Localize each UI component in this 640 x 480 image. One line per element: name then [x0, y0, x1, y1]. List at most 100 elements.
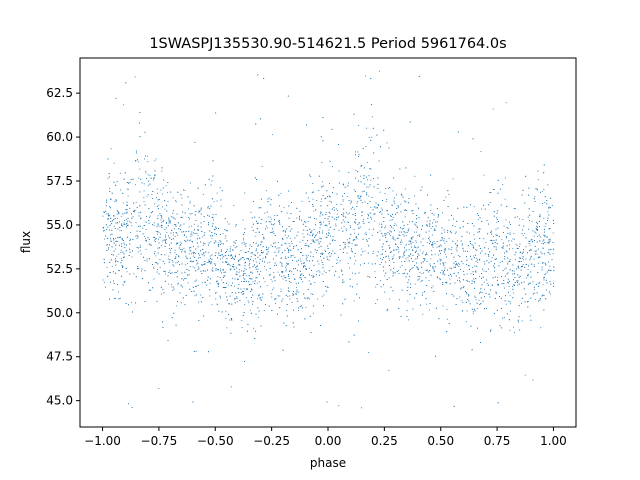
- data-point: [185, 240, 187, 242]
- data-point: [332, 266, 334, 267]
- data-point: [418, 217, 420, 219]
- data-point: [362, 238, 364, 240]
- data-point: [250, 291, 252, 292]
- data-point: [270, 244, 272, 246]
- data-point: [419, 271, 421, 273]
- data-point: [206, 262, 208, 264]
- data-point: [258, 294, 260, 296]
- data-point: [368, 352, 370, 353]
- data-point: [107, 177, 109, 179]
- data-point: [347, 242, 349, 244]
- data-point: [405, 210, 407, 211]
- data-point: [121, 246, 123, 248]
- data-point: [534, 196, 536, 198]
- data-point: [530, 239, 532, 241]
- data-point: [439, 249, 441, 251]
- data-point: [466, 280, 468, 282]
- data-point: [397, 249, 399, 251]
- data-point: [453, 262, 455, 264]
- data-point: [329, 243, 331, 245]
- data-point: [111, 254, 113, 255]
- data-point: [518, 267, 520, 269]
- data-point: [467, 245, 469, 247]
- data-point: [284, 266, 286, 268]
- data-point: [498, 284, 500, 286]
- data-point: [162, 193, 163, 195]
- data-point: [218, 285, 219, 287]
- data-point: [432, 244, 434, 246]
- data-point: [164, 245, 166, 247]
- data-point: [373, 213, 375, 215]
- data-point: [321, 198, 323, 200]
- data-point: [223, 272, 225, 273]
- data-point: [507, 257, 509, 259]
- data-point: [194, 142, 196, 144]
- data-point: [449, 278, 451, 280]
- data-point: [215, 292, 216, 294]
- data-point: [108, 229, 110, 231]
- data-point: [358, 226, 360, 228]
- data-point: [226, 248, 228, 250]
- data-point: [444, 231, 446, 233]
- data-point: [312, 198, 314, 200]
- data-point: [103, 211, 105, 213]
- data-point: [303, 293, 305, 295]
- data-point: [119, 270, 120, 272]
- data-point: [479, 259, 480, 261]
- data-point: [196, 260, 197, 262]
- data-point: [193, 253, 195, 255]
- data-point: [215, 298, 217, 300]
- data-point: [255, 313, 257, 315]
- data-point: [518, 261, 520, 263]
- data-point: [370, 168, 372, 170]
- data-point: [479, 258, 481, 260]
- data-point: [544, 262, 546, 264]
- data-point: [160, 286, 162, 288]
- data-point: [145, 172, 147, 174]
- data-point: [176, 242, 178, 244]
- data-point: [240, 258, 242, 260]
- data-point: [504, 177, 506, 179]
- data-point: [415, 252, 416, 253]
- data-point: [162, 326, 164, 328]
- data-point: [148, 282, 150, 284]
- data-point: [178, 222, 179, 224]
- data-point: [166, 232, 168, 234]
- data-point: [451, 275, 453, 277]
- data-point: [549, 265, 551, 267]
- data-point: [148, 243, 150, 245]
- data-point: [176, 243, 178, 245]
- data-point: [446, 293, 447, 295]
- data-point: [311, 192, 313, 194]
- data-point: [130, 232, 132, 233]
- data-point: [502, 245, 504, 247]
- data-point: [209, 255, 211, 257]
- data-point: [133, 202, 135, 204]
- data-point: [421, 273, 423, 275]
- data-point: [360, 226, 362, 228]
- data-point: [237, 278, 239, 280]
- data-point: [321, 186, 323, 188]
- data-point: [405, 258, 407, 260]
- data-point: [502, 242, 504, 244]
- data-point: [404, 250, 406, 252]
- data-point: [465, 301, 467, 303]
- data-point: [177, 242, 179, 244]
- data-point: [301, 219, 303, 221]
- data-point: [219, 234, 221, 235]
- data-point: [390, 269, 392, 271]
- data-point: [425, 277, 427, 279]
- data-point: [153, 222, 155, 224]
- data-point: [264, 281, 266, 283]
- data-point: [426, 241, 428, 243]
- data-point: [255, 330, 257, 332]
- data-point: [314, 282, 316, 284]
- data-point: [174, 272, 176, 274]
- data-point: [119, 297, 121, 299]
- data-point: [123, 178, 125, 180]
- data-point: [388, 245, 390, 246]
- data-point: [341, 195, 343, 197]
- data-point: [483, 281, 485, 283]
- data-point: [224, 275, 226, 277]
- data-point: [549, 241, 551, 242]
